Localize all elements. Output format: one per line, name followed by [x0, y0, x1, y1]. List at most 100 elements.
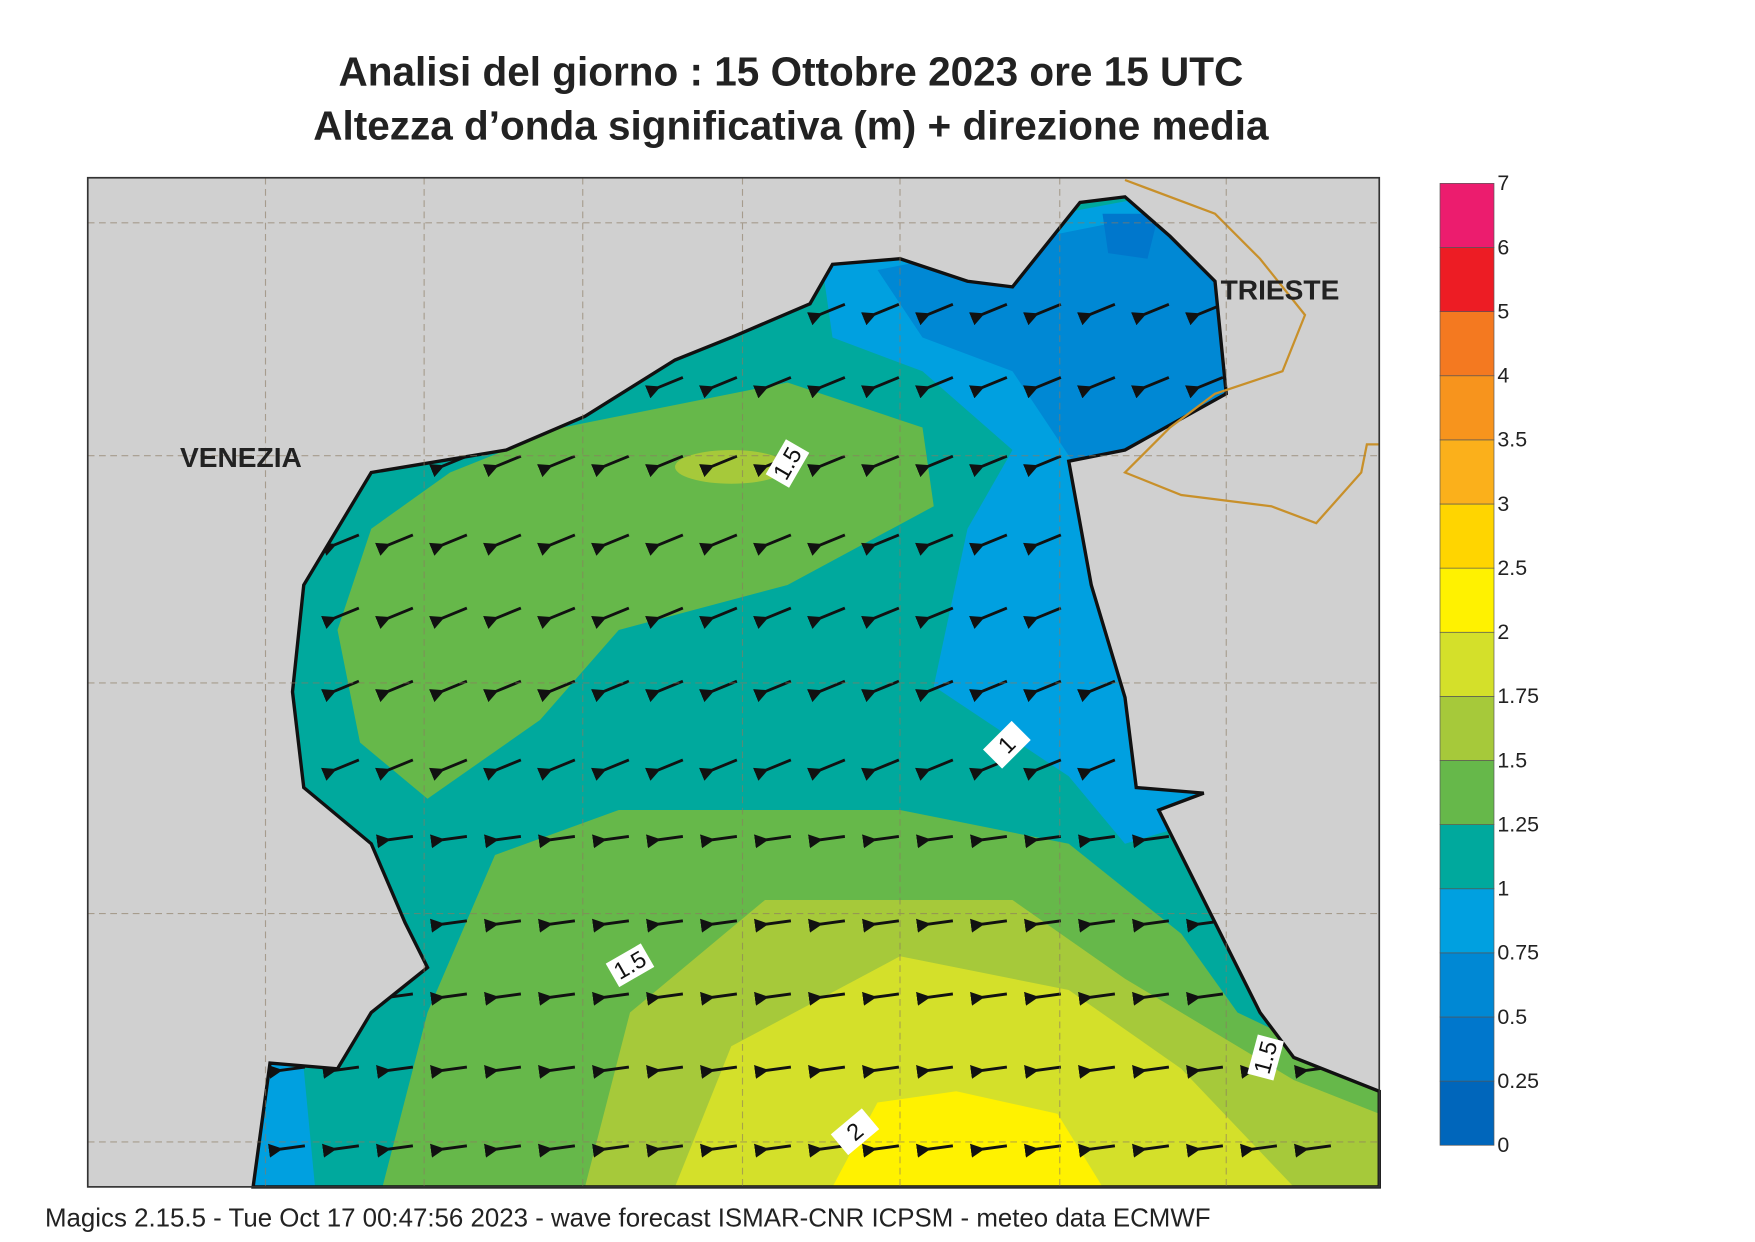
colorbar-swatch — [1439, 952, 1495, 1018]
colorbar-tick-label: 1.75 — [1497, 684, 1539, 708]
arrow — [429, 758, 468, 781]
arrow — [808, 918, 846, 933]
arrow — [483, 533, 522, 556]
arrow — [700, 918, 738, 933]
arrow — [916, 834, 954, 849]
arrow — [645, 533, 684, 556]
colorbar-tick-label: 2 — [1497, 620, 1509, 644]
arrow — [375, 606, 414, 629]
arrow — [807, 303, 846, 326]
arrow — [1131, 376, 1170, 399]
arrow — [1023, 533, 1062, 556]
colorbar-swatch — [1439, 375, 1495, 441]
colorbar-tick-label: 4 — [1497, 364, 1509, 388]
colorbar-swatch — [1439, 696, 1495, 761]
arrow — [862, 918, 900, 933]
arrow — [375, 533, 414, 556]
arrow — [376, 834, 414, 849]
arrow — [592, 918, 630, 933]
colorbar-tick-label: 5 — [1497, 299, 1509, 323]
arrow — [699, 454, 738, 478]
arrow — [591, 758, 630, 781]
arrow — [699, 376, 738, 399]
arrow — [1024, 1143, 1062, 1158]
colorbar-swatch — [1439, 183, 1495, 248]
arrow — [429, 533, 468, 556]
arrow — [753, 606, 792, 629]
arrow — [1131, 303, 1170, 326]
arrow — [970, 991, 1008, 1006]
arrow — [807, 533, 846, 556]
colorbar-tick-label: 1 — [1497, 877, 1509, 901]
arrow — [700, 991, 738, 1006]
graticule — [87, 177, 1380, 1187]
arrow — [537, 454, 576, 478]
arrow — [592, 1064, 630, 1079]
arrow — [376, 1064, 414, 1079]
arrow — [808, 834, 846, 849]
arrow — [970, 834, 1008, 849]
arrow — [700, 1064, 738, 1079]
arrow — [807, 606, 846, 629]
arrow — [861, 758, 900, 781]
contour-label-bg — [765, 439, 810, 488]
contour-label: 1.5 — [1247, 1034, 1284, 1081]
arrow — [645, 758, 684, 781]
arrow — [646, 1143, 684, 1158]
colorbar-swatch — [1439, 247, 1495, 312]
arrow — [645, 376, 684, 399]
band — [1102, 213, 1159, 259]
arrow — [754, 1064, 792, 1079]
place-label: TRIESTE — [1221, 274, 1340, 305]
colorbar-tick-label: 0.75 — [1497, 941, 1539, 965]
arrow — [592, 1143, 630, 1158]
arrow — [591, 454, 630, 478]
arrow — [1024, 991, 1062, 1006]
arrow — [483, 758, 522, 781]
arrow — [537, 533, 576, 556]
arrow — [430, 1064, 468, 1079]
arrow — [1024, 834, 1062, 849]
arrow — [1077, 758, 1116, 781]
colorbar-swatch — [1439, 567, 1495, 633]
arrow — [321, 679, 360, 703]
arrow — [807, 454, 846, 478]
arrow — [915, 376, 954, 399]
arrow — [591, 606, 630, 629]
contour-label: 2 — [830, 1108, 880, 1156]
colorbar-swatch — [1439, 439, 1495, 505]
place-label: VENEZIA — [180, 442, 302, 473]
arrow — [916, 1143, 954, 1158]
frame — [86, 176, 1381, 1188]
arrow — [861, 376, 900, 399]
arrow — [754, 1143, 792, 1158]
arrow — [915, 533, 954, 556]
map: VENEZIA TRIESTE 1.511.521.5 — [86, 176, 1381, 1189]
arrow — [645, 606, 684, 629]
arrow — [700, 1143, 738, 1158]
arrow — [1132, 1064, 1170, 1079]
arrow — [321, 533, 360, 556]
arrow — [321, 606, 360, 629]
colorbar-tick-label: 2.5 — [1497, 556, 1527, 580]
arrow — [645, 454, 684, 478]
arrow — [969, 606, 1008, 629]
arrow — [430, 991, 468, 1006]
arrow — [808, 1064, 846, 1079]
arrow — [1024, 1064, 1062, 1079]
arrow — [1078, 1064, 1116, 1079]
arrow — [699, 533, 738, 556]
arrow — [1132, 918, 1170, 933]
arrow — [807, 376, 846, 399]
arrow — [1185, 376, 1224, 399]
arrow — [483, 606, 522, 629]
contour-label: 1 — [983, 720, 1031, 769]
colorbar-tick-label: 6 — [1497, 235, 1509, 259]
arrow — [321, 758, 360, 781]
colorbar-tick-label: 0 — [1497, 1133, 1509, 1157]
arrow — [1023, 303, 1062, 326]
arrow — [1023, 758, 1062, 781]
arrow — [430, 1143, 468, 1158]
arrow — [753, 376, 792, 399]
